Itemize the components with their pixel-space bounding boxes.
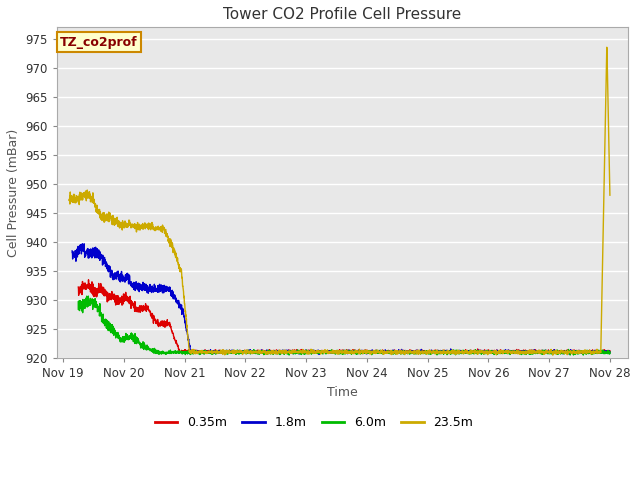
Y-axis label: Cell Pressure (mBar): Cell Pressure (mBar) <box>7 129 20 257</box>
Legend: 0.35m, 1.8m, 6.0m, 23.5m: 0.35m, 1.8m, 6.0m, 23.5m <box>150 411 478 434</box>
Title: Tower CO2 Profile Cell Pressure: Tower CO2 Profile Cell Pressure <box>223 7 461 22</box>
Text: TZ_co2prof: TZ_co2prof <box>60 36 138 48</box>
X-axis label: Time: Time <box>327 386 358 399</box>
